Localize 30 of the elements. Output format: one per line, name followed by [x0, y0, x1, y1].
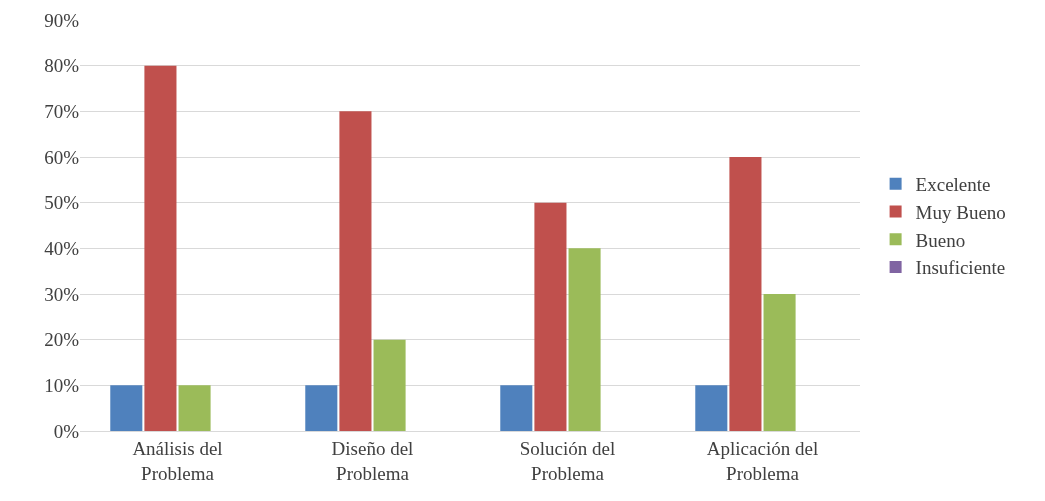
legend-label: Insuficiente	[915, 257, 1006, 279]
y-tick-label: 90%	[44, 9, 80, 31]
bar	[729, 157, 762, 431]
y-tick-label: 0%	[53, 420, 80, 442]
bar	[763, 294, 796, 431]
bar	[178, 385, 211, 431]
x-tick-label: Análisis del Problema	[132, 437, 223, 484]
x-tick-label: Aplicación del Problema	[706, 437, 819, 484]
bar	[568, 248, 601, 431]
bar	[534, 202, 567, 431]
y-tick-label: 70%	[44, 100, 80, 122]
bar	[695, 385, 728, 431]
legend-label: Bueno	[915, 229, 966, 251]
legend-label: Muy Bueno	[915, 201, 1006, 223]
bar	[305, 385, 338, 431]
y-tick-label: 30%	[44, 283, 80, 305]
x-tick-label: Diseño del Problema	[331, 437, 414, 484]
bar	[144, 65, 177, 431]
y-tick-label: 40%	[44, 237, 80, 259]
y-tick-label: 10%	[44, 374, 80, 396]
bar	[339, 111, 372, 431]
bar	[500, 385, 533, 431]
y-tick-label: 80%	[44, 55, 80, 77]
bar	[373, 339, 406, 431]
y-tick-label: 20%	[44, 329, 80, 351]
y-tick-label: 60%	[44, 146, 80, 168]
bar	[110, 385, 143, 431]
x-tick-label: Solución del Problema	[519, 437, 616, 484]
y-tick-label: 50%	[44, 192, 80, 214]
legend-label: Excelente	[915, 174, 991, 196]
